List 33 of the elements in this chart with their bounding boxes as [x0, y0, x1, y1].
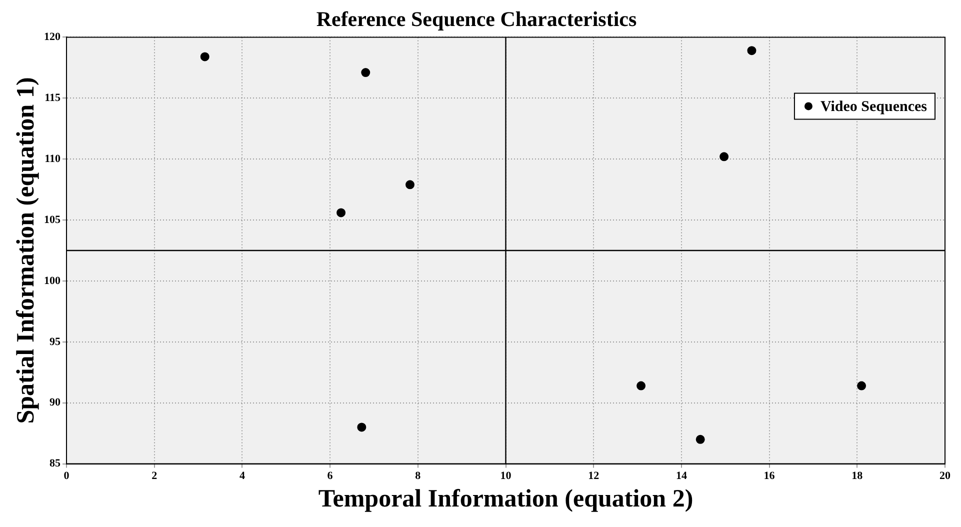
x-tick-label: 2 [152, 470, 158, 482]
x-axis-title: Temporal Information (equation 2) [318, 485, 694, 512]
y-axis-title: Spatial Information (equation 1) [12, 77, 40, 424]
point [405, 180, 414, 190]
y-tick-label: 110 [44, 152, 61, 165]
x-tick-label: 0 [64, 470, 70, 482]
x-tick-label: 6 [327, 470, 334, 482]
x-tick-label: 8 [415, 470, 422, 482]
point [336, 208, 346, 218]
y-tick-label: 95 [50, 336, 61, 348]
x-tick-label: 20 [940, 470, 951, 482]
y-tick-label: 85 [50, 458, 61, 470]
x-tick-label: 10 [500, 470, 512, 482]
point [636, 381, 646, 390]
point [720, 152, 729, 162]
y-tick-label: 100 [44, 274, 61, 287]
legend-label: Video Sequences [820, 99, 928, 116]
chart-title: Reference Sequence Characteristics [316, 7, 637, 32]
y-tick-label: 120 [44, 31, 61, 44]
x-tick-label: 14 [676, 470, 688, 482]
point [747, 46, 756, 56]
x-tick-label: 4 [239, 470, 246, 482]
y-tick-label: 105 [44, 214, 61, 226]
point [857, 381, 866, 390]
x-tick-label: 12 [588, 470, 600, 482]
x-tick-label: 18 [852, 470, 864, 482]
point [361, 68, 370, 78]
y-tick-label: 115 [44, 92, 61, 104]
x-tick-label: 16 [764, 470, 776, 482]
y-tick-label: 90 [50, 396, 61, 409]
point [357, 422, 366, 432]
point [696, 434, 705, 444]
point [200, 52, 210, 62]
